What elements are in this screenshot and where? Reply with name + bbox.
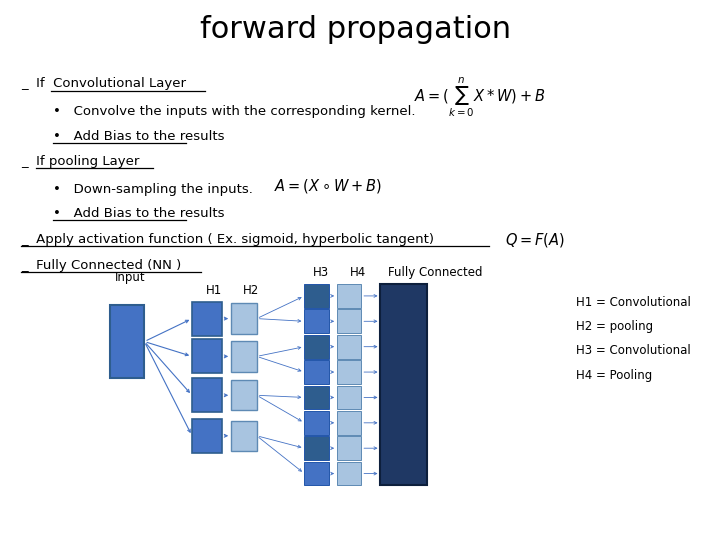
Text: _  Fully Connected (NN ): _ Fully Connected (NN ) [22, 259, 181, 272]
Text: forward propagation: forward propagation [200, 15, 511, 44]
Text: _  If  Convolutional Layer: _ If Convolutional Layer [22, 77, 186, 90]
Text: $A= (X \circ W + B)$: $A= (X \circ W + B)$ [274, 177, 382, 195]
FancyBboxPatch shape [110, 305, 145, 378]
Text: _  If pooling Layer: _ If pooling Layer [22, 156, 140, 168]
FancyBboxPatch shape [337, 284, 361, 308]
FancyBboxPatch shape [337, 462, 361, 485]
Text: •   Convolve the inputs with the corresponding kernel.: • Convolve the inputs with the correspon… [53, 105, 416, 118]
FancyBboxPatch shape [305, 335, 328, 359]
Text: H2 = pooling: H2 = pooling [576, 320, 653, 333]
Text: H2: H2 [243, 284, 259, 297]
FancyBboxPatch shape [231, 421, 257, 451]
Text: •   Add Bias to the results: • Add Bias to the results [53, 130, 225, 143]
FancyBboxPatch shape [337, 309, 361, 333]
FancyBboxPatch shape [192, 378, 222, 413]
FancyBboxPatch shape [305, 436, 328, 460]
Text: $Q = F(A)$: $Q = F(A)$ [505, 231, 565, 249]
FancyBboxPatch shape [192, 301, 222, 336]
FancyBboxPatch shape [231, 303, 257, 334]
FancyBboxPatch shape [337, 386, 361, 409]
Text: H3 = Convolutional: H3 = Convolutional [576, 345, 690, 357]
FancyBboxPatch shape [305, 462, 328, 485]
Text: H3: H3 [313, 266, 329, 279]
Text: H1: H1 [206, 284, 222, 297]
Text: H4 = Pooling: H4 = Pooling [576, 369, 652, 382]
Text: H4: H4 [350, 266, 366, 279]
Text: •   Add Bias to the results: • Add Bias to the results [53, 207, 225, 220]
FancyBboxPatch shape [337, 335, 361, 359]
FancyBboxPatch shape [337, 436, 361, 460]
FancyBboxPatch shape [380, 284, 427, 485]
FancyBboxPatch shape [231, 380, 257, 410]
FancyBboxPatch shape [305, 360, 328, 384]
FancyBboxPatch shape [305, 386, 328, 409]
FancyBboxPatch shape [192, 340, 222, 374]
FancyBboxPatch shape [337, 411, 361, 435]
Text: $A= (\sum_{k=0}^{n} X * W) + B$: $A= (\sum_{k=0}^{n} X * W) + B$ [414, 76, 546, 119]
Text: H1 = Convolutional: H1 = Convolutional [576, 296, 691, 309]
Text: _  Apply activation function ( Ex. sigmoid, hyperbolic tangent): _ Apply activation function ( Ex. sigmoi… [22, 233, 434, 246]
FancyBboxPatch shape [305, 411, 328, 435]
Text: Input: Input [115, 271, 146, 284]
FancyBboxPatch shape [337, 360, 361, 384]
FancyBboxPatch shape [305, 284, 328, 308]
Text: Fully Connected: Fully Connected [387, 266, 482, 279]
FancyBboxPatch shape [192, 419, 222, 453]
Text: •   Down-sampling the inputs.: • Down-sampling the inputs. [53, 183, 253, 195]
FancyBboxPatch shape [305, 309, 328, 333]
FancyBboxPatch shape [231, 341, 257, 372]
